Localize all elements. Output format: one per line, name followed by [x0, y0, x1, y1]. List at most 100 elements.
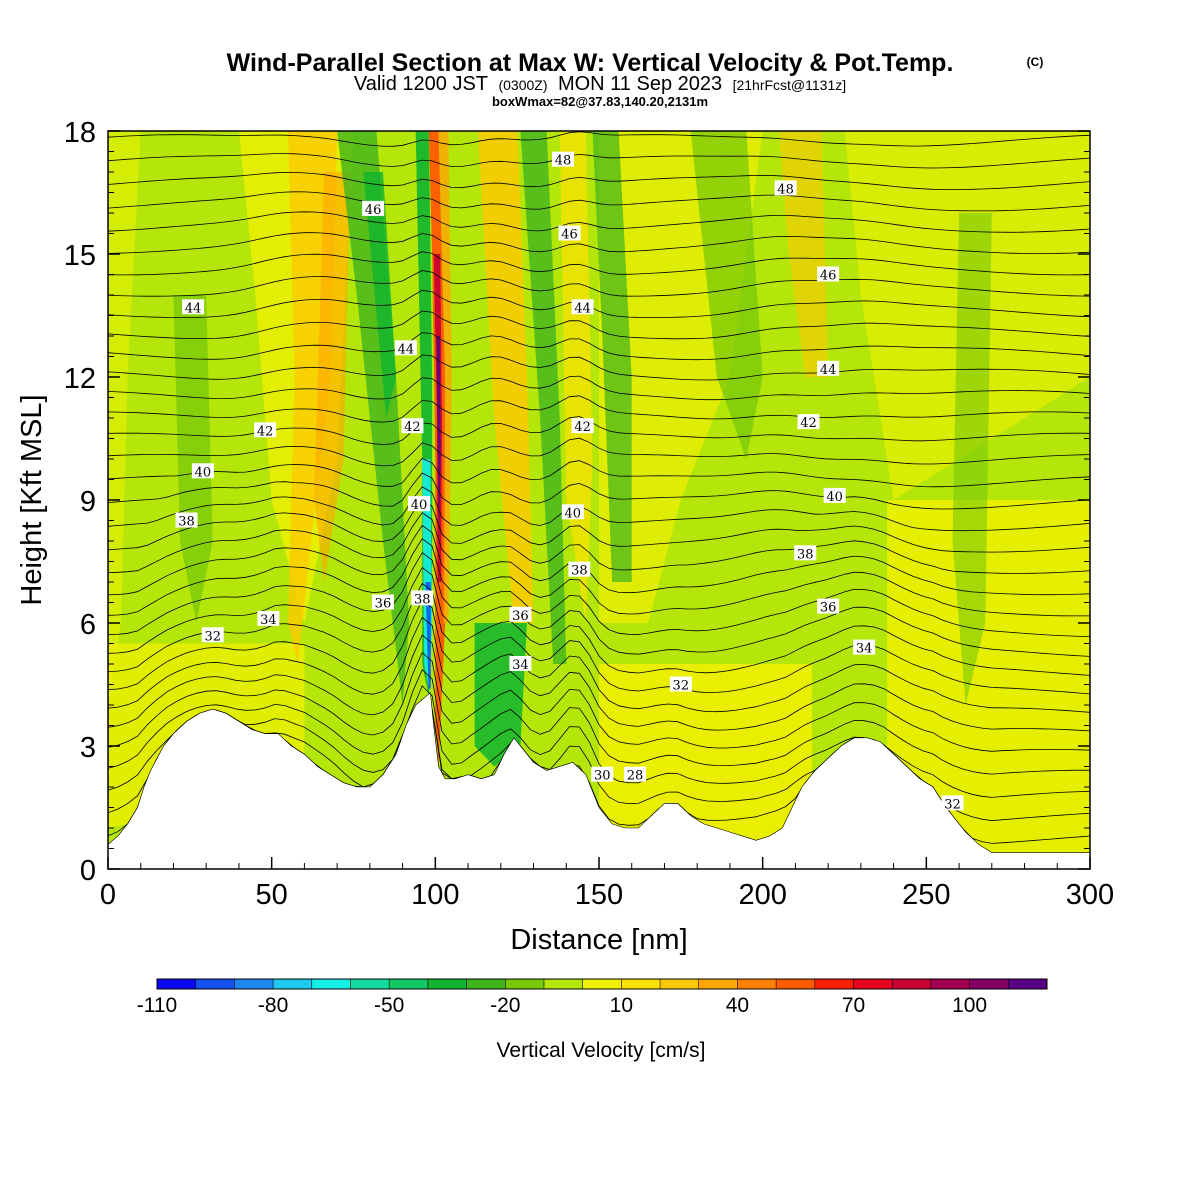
- theta-contour-line: [108, 251, 1090, 276]
- theta-contour-line: [108, 685, 1090, 798]
- field-band: [520, 131, 567, 664]
- theta-contour-line: [108, 567, 1090, 657]
- contour-label-text: 40: [826, 490, 843, 505]
- downdraft-core: [425, 582, 431, 689]
- contour-label-text: 34: [260, 613, 277, 628]
- theta-contour-line: [108, 171, 1090, 191]
- theta-contour-line: [108, 437, 1090, 467]
- x-tick-label: 300: [1066, 879, 1114, 911]
- contour-label-text: 46: [561, 228, 578, 243]
- contour-label: 38: [794, 545, 817, 562]
- theta-contour-line: [108, 524, 1090, 596]
- field-band: [592, 131, 632, 582]
- colorbar-swatch: [543, 979, 584, 989]
- contour-label-text: 32: [944, 797, 961, 812]
- contour-label-text: 46: [365, 203, 382, 218]
- colorbar: -110 -80 -50 -20 10 40 70 100: [137, 978, 1048, 1017]
- contour-label-text: 36: [375, 597, 392, 612]
- contour-label: 42: [571, 418, 594, 435]
- colorbar-swatch: [466, 979, 506, 989]
- contour-label-text: 42: [404, 420, 421, 435]
- field-band: [337, 131, 410, 705]
- contour-label: 32: [201, 627, 224, 644]
- contour-label: 46: [558, 225, 581, 243]
- colorbar-swatch: [505, 979, 545, 989]
- theta-contour-line: [108, 552, 1090, 637]
- colorbar-swatch: [814, 979, 855, 989]
- plot-area: [108, 131, 1090, 869]
- theta-contour-line: [108, 310, 1090, 340]
- y-tick-label: 18: [64, 117, 96, 149]
- contour-label: 40: [561, 504, 584, 521]
- colorbar-swatch: [660, 979, 700, 989]
- contour-label: 48: [551, 151, 574, 169]
- contour-label-text: 38: [414, 592, 431, 607]
- colorbar-swatch: [930, 979, 971, 989]
- contour-label: 44: [571, 299, 594, 316]
- contour-label: 28: [624, 766, 647, 784]
- colorbar-swatch: [1008, 979, 1048, 989]
- contour-label: 46: [362, 200, 385, 218]
- theta-contour-line: [108, 616, 1090, 713]
- theta-contour-line: [108, 232, 1090, 254]
- colorbar-tick-label: 100: [952, 994, 987, 1017]
- terrain: [108, 692, 1090, 869]
- contour-label: 36: [509, 606, 532, 624]
- theta-contour-line: [108, 599, 1090, 695]
- colorbar-tick-label: 10: [610, 994, 633, 1017]
- contour-label-text: 48: [777, 182, 794, 197]
- field-band: [173, 295, 213, 623]
- chart-title-mark: (C): [1027, 55, 1044, 69]
- y-tick-label: 12: [64, 363, 96, 395]
- chart-subtitle: Valid 1200 JST (0300Z) MON 11 Sep 2023 […: [354, 73, 846, 95]
- x-tick-label: 150: [575, 879, 623, 911]
- updraft-edge: [438, 131, 452, 623]
- colorbar-tick-label: 40: [726, 994, 749, 1017]
- theta-contour-line: [108, 486, 1090, 532]
- theta-contour-line: [108, 289, 1090, 318]
- contour-label: 40: [407, 496, 430, 513]
- field-band: [559, 131, 593, 623]
- contour-label: 46: [817, 266, 840, 284]
- contour-label: 38: [568, 561, 591, 579]
- contour-label-text: 36: [512, 609, 529, 624]
- contour-label: 32: [941, 795, 964, 812]
- x-axis-label: Distance [nm]: [510, 924, 687, 956]
- contour-label: 40: [191, 463, 214, 480]
- contour-label-text: 48: [555, 154, 572, 169]
- contour-label-text: 42: [574, 420, 591, 435]
- field-band: [887, 500, 1090, 869]
- contour-label: 36: [371, 594, 394, 612]
- contour-label-text: 40: [195, 465, 212, 480]
- field-band: [952, 213, 992, 705]
- y-tick-label: 6: [80, 609, 96, 641]
- colorbar-swatch: [350, 979, 390, 989]
- subtitle-forecast: [21hrFcst@1131z]: [733, 77, 847, 93]
- field-band: [363, 172, 397, 418]
- contour-label-text: 44: [185, 301, 202, 316]
- colorbar-tick-label: -80: [258, 994, 288, 1017]
- colorbar-swatch: [195, 979, 235, 989]
- contour-label-text: 44: [820, 363, 837, 378]
- subtitle-valid: Valid 1200 JST: [354, 73, 488, 95]
- y-tick-label: 3: [80, 732, 96, 764]
- contour-label: 44: [394, 340, 417, 357]
- y-tick-label: 15: [64, 240, 96, 272]
- theta-contour-line: [108, 634, 1090, 732]
- contour-label: 36: [817, 598, 840, 616]
- field-band: [314, 172, 351, 582]
- contour-label-text: 44: [398, 342, 415, 357]
- theta-contour-line: [108, 211, 1090, 233]
- contour-label: 42: [797, 414, 820, 431]
- contour-label: 44: [182, 299, 205, 316]
- contour-label-text: 42: [800, 416, 817, 431]
- theta-contour-line: [108, 472, 1090, 510]
- chart-subtitle2: boxWmax=82@37.83,140.20,2131m: [492, 94, 708, 109]
- contour-label-text: 34: [512, 658, 529, 673]
- theta-contour-line: [108, 395, 1090, 423]
- colorbar-frame: [156, 978, 1048, 990]
- x-tick-label: 100: [411, 879, 459, 911]
- contour-label: 34: [509, 656, 532, 673]
